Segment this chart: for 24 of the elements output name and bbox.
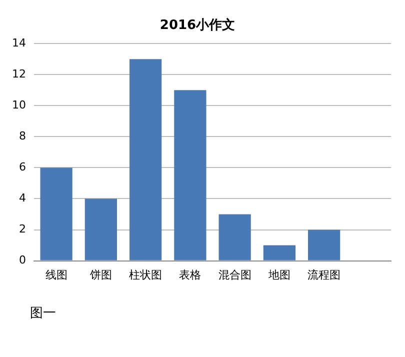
bar	[308, 230, 340, 260]
y-tick-label: 10	[12, 98, 26, 112]
y-tick-label: 12	[12, 67, 26, 80]
y-tick-label: 2	[18, 222, 26, 236]
bar	[263, 245, 296, 260]
bar	[129, 59, 162, 260]
x-tick-label: 地图	[267, 268, 290, 282]
y-tick-label: 8	[18, 130, 26, 143]
x-tick-label: 柱状图	[129, 268, 162, 282]
bar	[40, 168, 72, 260]
x-tick-label: 混合图	[218, 268, 252, 282]
y-tick-label: 6	[18, 160, 26, 174]
x-tick-label: 流程图	[308, 268, 341, 282]
y-tick-label: 14	[12, 36, 26, 50]
bar	[84, 198, 117, 260]
x-tick-label: 线图	[45, 268, 68, 282]
bar	[174, 90, 206, 260]
text: 图一	[30, 305, 57, 322]
x-tick-label: 饼图	[88, 268, 112, 282]
x-tick-label: 表格	[179, 268, 202, 282]
y-tick-label: 0	[18, 254, 26, 267]
y-tick-label: 4	[18, 192, 26, 205]
chart-title: 2016小作文	[160, 17, 236, 34]
bar	[218, 214, 251, 260]
